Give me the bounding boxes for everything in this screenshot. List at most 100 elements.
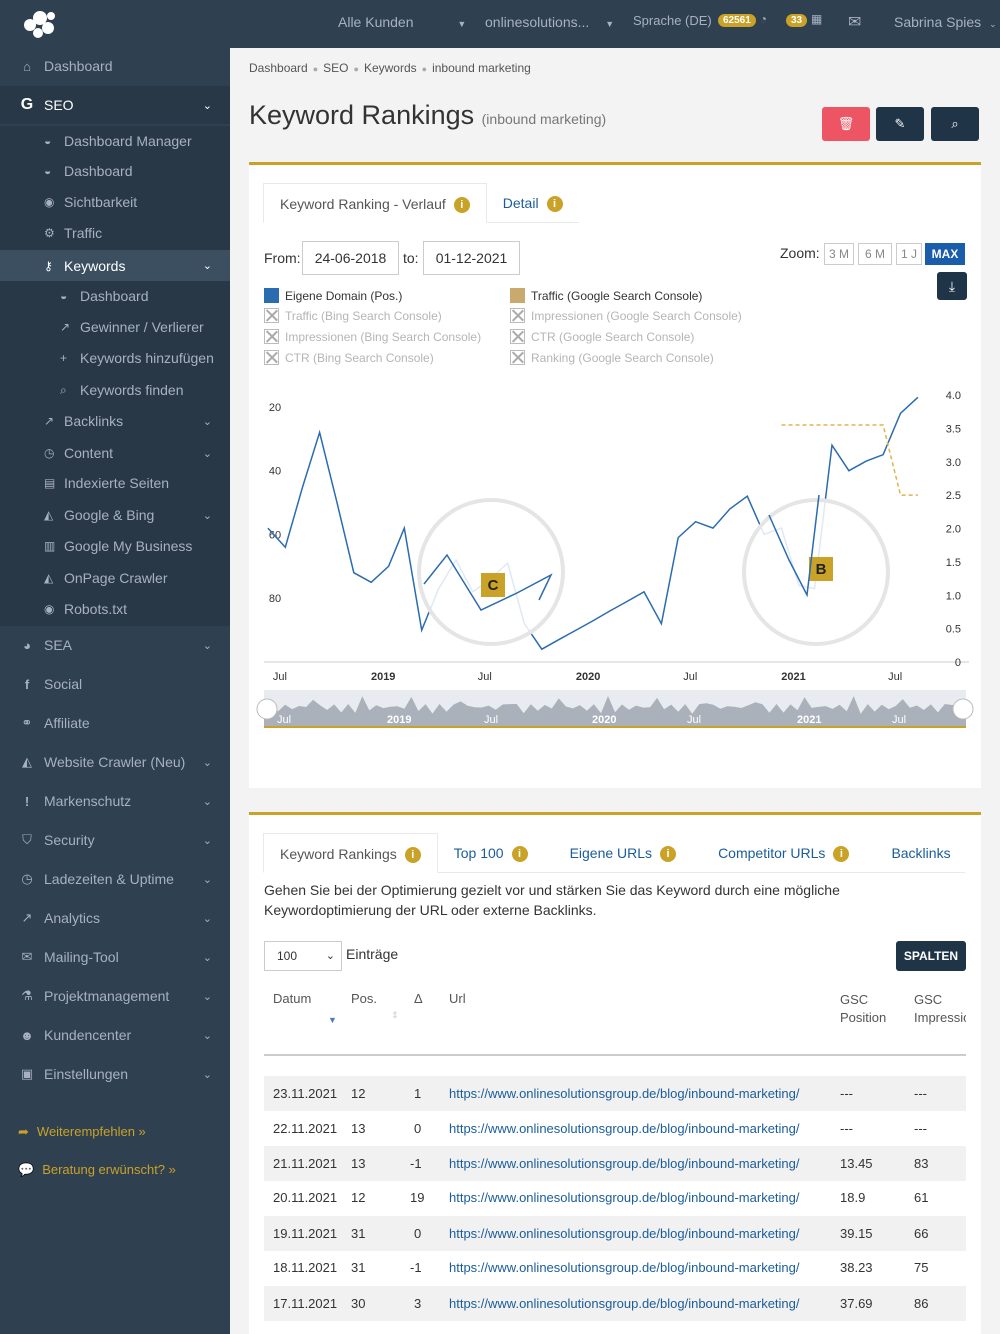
sidebar-item-find-keywords[interactable]: ⌕ Keywords finden [0, 375, 230, 405]
sidebar-item-content[interactable]: ◷ Content ⌄ [0, 438, 230, 468]
legend-item[interactable]: Impressionen (Google Search Console) [510, 308, 742, 323]
column-header-gsc-impressions[interactable]: GSC Impressio [914, 991, 966, 1027]
sidebar-item-project-management[interactable]: ⚗ Projektmanagement ⌄ [0, 977, 230, 1015]
sidebar-item-robots-txt[interactable]: ◉ Robots.txt [0, 594, 230, 624]
sidebar-item-keywords[interactable]: ⚷ Keywords ⌄ [0, 250, 230, 281]
sidebar-item-settings[interactable]: ▣ Einstellungen ⌄ [0, 1055, 230, 1093]
sidebar-item-indexed-pages[interactable]: ▤ Indexierte Seiten [0, 468, 230, 498]
zoom-3m-button[interactable]: 3 M [824, 243, 854, 265]
info-icon[interactable]: i [660, 846, 677, 863]
delete-button[interactable]: 🗑 [822, 107, 870, 141]
tab-detail[interactable]: Detail i [487, 183, 579, 223]
tab-own-urls[interactable]: Eigene URLs i [544, 833, 693, 873]
chevron-down-icon: ⌄ [202, 260, 212, 272]
columns-button[interactable]: SPALTEN [896, 941, 966, 971]
column-header-url[interactable]: Url [449, 991, 466, 1006]
tab-ranking-history[interactable]: Keyword Ranking - Verlauf i [263, 183, 487, 223]
sidebar-item-add-keywords[interactable]: + Keywords hinzufügen [0, 343, 230, 373]
project-select[interactable]: onlinesolutions... ▼ [485, 14, 614, 30]
sidebar-item-label: Keywords finden [80, 382, 184, 398]
cell-url[interactable]: https://www.onlinesolutionsgroup.de/blog… [449, 1226, 800, 1241]
edit-icon: ✎ [894, 116, 906, 131]
tab-competitor-urls[interactable]: Competitor URLs i [692, 833, 865, 873]
info-icon[interactable]: i [404, 847, 421, 864]
from-date-input[interactable]: 24-06-2018 [302, 241, 399, 275]
legend-item[interactable]: Eigene Domain (Pos.) [264, 288, 402, 303]
sidebar-item-website-crawler[interactable]: ◭ Website Crawler (Neu) ⌄ [0, 743, 230, 781]
language-select[interactable]: Sprache (DE) ⌄ [633, 13, 727, 28]
column-header-date[interactable]: Datum [273, 991, 311, 1006]
legend-item[interactable]: Impressionen (Bing Search Console) [264, 329, 481, 344]
tab-top-100[interactable]: Top 100 i [438, 833, 544, 873]
tab-backlinks[interactable]: Backlinks [865, 833, 966, 873]
chevron-down-icon: ⌄ [202, 99, 212, 112]
cell-url[interactable]: https://www.onlinesolutionsgroup.de/blog… [449, 1121, 800, 1136]
sidebar-item-dashboard-manager[interactable]: ◒ Dashboard Manager [0, 126, 230, 156]
cell-position: 31 [351, 1226, 366, 1241]
cell-url[interactable]: https://www.onlinesolutionsgroup.de/blog… [449, 1260, 800, 1275]
sidebar-item-traffic[interactable]: ⚙ Traffic [0, 218, 230, 248]
chart-tabs: Keyword Ranking - Verlauf i Detail i [263, 183, 579, 223]
sidebar-item-google-my-business[interactable]: ▥ Google My Business [0, 531, 230, 561]
sidebar-item-analytics[interactable]: ↗ Analytics ⌄ [0, 899, 230, 937]
sidebar-item-label: Ladezeiten & Uptime [44, 871, 174, 887]
sidebar-item-mailing-tool[interactable]: ✉ Mailing-Tool ⌄ [0, 938, 230, 976]
sidebar-item-security[interactable]: ⛉ Security ⌄ [0, 821, 230, 859]
top-navbar: Alle Kunden ▼ onlinesolutions... ▼ Sprac… [0, 0, 1000, 48]
column-header-delta[interactable]: Δ [414, 991, 423, 1006]
search-button[interactable]: ⌕ [931, 107, 979, 141]
to-date-input[interactable]: 01-12-2021 [423, 241, 520, 275]
sidebar-item-visibility[interactable]: ◉ Sichtbarkeit [0, 187, 230, 217]
cell-url[interactable]: https://www.onlinesolutionsgroup.de/blog… [449, 1190, 800, 1205]
breadcrumb-item[interactable]: Dashboard [249, 61, 308, 75]
mail-icon[interactable]: ✉ [848, 14, 862, 31]
cell-url[interactable]: https://www.onlinesolutionsgroup.de/blog… [449, 1086, 800, 1101]
customer-select[interactable]: Alle Kunden ▼ [338, 14, 466, 30]
sidebar-item-sea[interactable]: ◕ SEA ⌄ [0, 626, 230, 664]
user-menu[interactable]: Sabrina Spies ⌄ [894, 14, 997, 30]
legend-item[interactable]: Traffic (Bing Search Console) [264, 308, 442, 323]
download-button[interactable]: ⤓ [937, 272, 967, 300]
legend-item[interactable]: Traffic (Google Search Console) [510, 288, 702, 303]
zoom-max-button[interactable]: MAX [925, 243, 965, 265]
info-icon[interactable]: i [511, 846, 528, 863]
recommend-link[interactable]: ➦ Weiterempfehlen » [18, 1124, 146, 1140]
sidebar-item-dashboard[interactable]: ⌂ Dashboard [0, 48, 230, 84]
sidebar-item-customer-center[interactable]: ☻ Kundencenter ⌄ [0, 1016, 230, 1054]
consulting-link[interactable]: 💬 Beratung erwünscht? » [18, 1162, 176, 1178]
sidebar-item-google-bing[interactable]: ◭ Google & Bing ⌄ [0, 500, 230, 530]
breadcrumb-item[interactable]: Keywords [363, 61, 417, 75]
info-icon[interactable]: i [833, 846, 850, 863]
sidebar-item-winners-losers[interactable]: ↗ Gewinner / Verlierer [0, 312, 230, 342]
legend-item[interactable]: CTR (Google Search Console) [510, 329, 694, 344]
info-icon[interactable]: i [546, 196, 563, 213]
sidebar-item-seo-dashboard[interactable]: ◒ Dashboard [0, 156, 230, 186]
sidebar-item-keywords-dashboard[interactable]: ◒ Dashboard [0, 281, 230, 311]
column-header-position[interactable]: Pos. [351, 991, 377, 1006]
chevron-down-icon: ⌄ [202, 756, 212, 769]
sidebar-item-affiliate[interactable]: ⚭ Affiliate [0, 704, 230, 742]
sidebar-item-backlinks[interactable]: ↗ Backlinks ⌄ [0, 406, 230, 436]
zoom-6m-button[interactable]: 6 M [858, 243, 892, 265]
column-header-gsc-position[interactable]: GSC Position [840, 991, 886, 1027]
zoom-1j-button[interactable]: 1 J [896, 243, 922, 265]
sidebar-item-loading-times[interactable]: ◷ Ladezeiten & Uptime ⌄ [0, 860, 230, 898]
sidebar-item-social[interactable]: f Social [0, 665, 230, 703]
info-icon[interactable]: i [453, 197, 470, 214]
cell-delta: -1 [410, 1156, 422, 1171]
legend-item[interactable]: Ranking (Google Search Console) [510, 350, 714, 365]
tab-keyword-rankings[interactable]: Keyword Rankings i [263, 833, 438, 873]
legend-item[interactable]: CTR (Bing Search Console) [264, 350, 434, 365]
cell-url[interactable]: https://www.onlinesolutionsgroup.de/blog… [449, 1296, 800, 1311]
sidebar-item-onpage-crawler[interactable]: ◭ OnPage Crawler [0, 563, 230, 593]
edit-button[interactable]: ✎ [876, 107, 924, 141]
cell-url[interactable]: https://www.onlinesolutionsgroup.de/blog… [449, 1156, 800, 1171]
notifications-button[interactable]: 62561 ◔ [718, 10, 767, 27]
x-tick-label: 2021 [781, 671, 805, 683]
sidebar-item-brand-protection[interactable]: ! Markenschutz ⌄ [0, 782, 230, 820]
sidebar-item-seo[interactable]: G SEO ⌄ [0, 86, 230, 124]
tasks-button[interactable]: 33 ▦ [786, 10, 822, 27]
breadcrumb-item[interactable]: SEO [323, 61, 349, 75]
brand-logo-icon[interactable] [20, 8, 60, 42]
page-size-select[interactable]: 100 ⌄ [264, 941, 342, 971]
